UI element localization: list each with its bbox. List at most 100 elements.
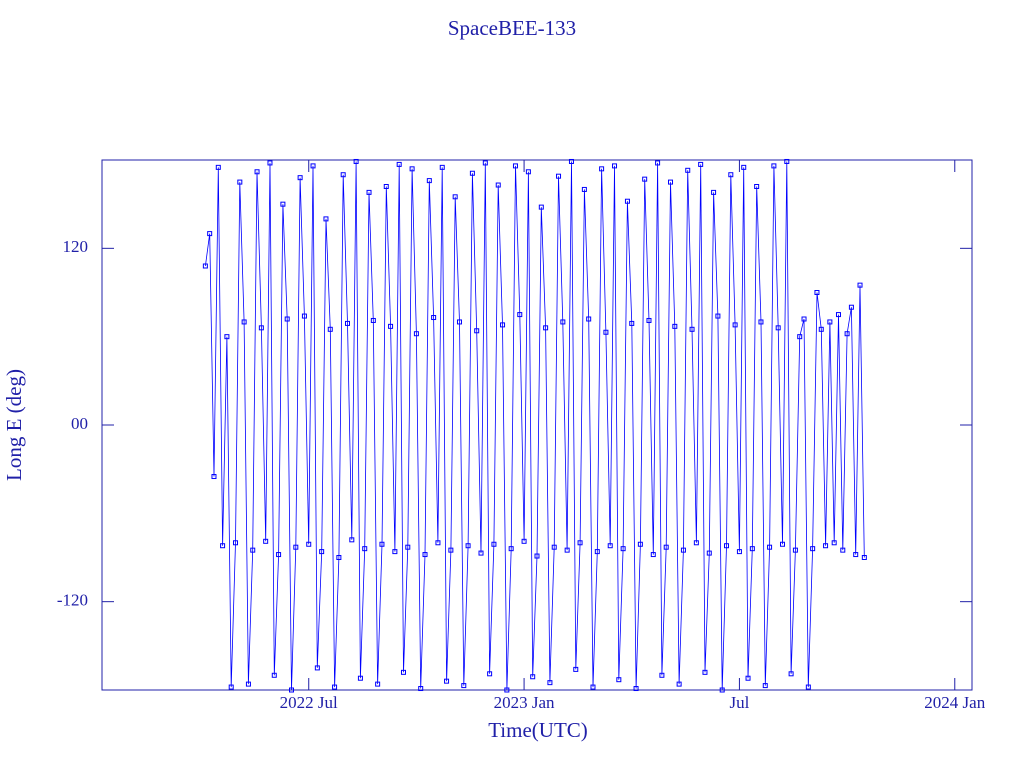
data-marker — [616, 677, 622, 683]
data-marker — [228, 684, 234, 690]
data-marker — [724, 543, 730, 549]
data-marker — [741, 164, 747, 170]
data-marker — [379, 541, 385, 547]
data-marker — [805, 684, 811, 690]
data-marker — [560, 319, 566, 325]
data-line — [205, 161, 865, 691]
data-marker — [456, 319, 462, 325]
data-marker — [207, 231, 213, 237]
data-marker — [413, 331, 419, 337]
data-marker — [349, 537, 355, 543]
data-marker — [754, 184, 760, 189]
data-marker — [211, 474, 217, 480]
data-marker — [844, 331, 850, 337]
x-tick-label: Jul — [730, 693, 750, 712]
data-marker — [672, 323, 678, 329]
data-marker — [835, 312, 841, 318]
data-marker — [586, 316, 592, 322]
data-marker — [233, 540, 239, 546]
data-marker — [711, 189, 717, 195]
data-marker — [534, 553, 540, 559]
data-marker — [444, 678, 450, 684]
y-tick-label: -120 — [57, 591, 88, 610]
data-marker — [431, 315, 437, 321]
data-marker — [577, 540, 583, 546]
data-marker — [831, 540, 837, 546]
data-marker — [271, 672, 277, 678]
data-marker — [659, 672, 665, 678]
data-marker — [478, 550, 484, 556]
data-marker — [547, 680, 553, 686]
data-marker — [370, 317, 376, 323]
data-marker — [426, 178, 432, 184]
data-marker — [538, 204, 544, 210]
data-marker — [680, 547, 686, 553]
data-marker — [500, 322, 506, 328]
data-marker — [254, 169, 260, 175]
data-marker — [224, 334, 230, 340]
data-marker — [728, 172, 734, 178]
x-axis-label: Time(UTC) — [488, 718, 588, 742]
data-marker — [297, 175, 303, 181]
data-marker — [784, 158, 790, 164]
data-marker — [521, 538, 527, 544]
data-marker — [642, 176, 648, 182]
data-marker — [491, 541, 497, 547]
data-marker — [590, 684, 596, 690]
data-marker — [405, 544, 411, 550]
data-marker — [366, 189, 372, 195]
data-marker — [422, 552, 428, 558]
data-marker — [732, 322, 738, 328]
data-marker — [637, 541, 643, 547]
data-marker — [392, 549, 398, 555]
data-marker — [624, 198, 630, 204]
data-marker — [388, 323, 394, 329]
data-marker — [220, 543, 226, 549]
data-marker — [633, 686, 639, 692]
data-marker — [693, 540, 699, 546]
y-tick-label: 00 — [71, 414, 88, 433]
data-marker — [775, 325, 781, 331]
data-marker — [758, 319, 764, 325]
x-tick-label: 2023 Jan — [494, 693, 555, 712]
data-marker — [698, 161, 704, 167]
data-marker — [551, 544, 557, 550]
data-marker — [508, 546, 514, 552]
data-marker — [655, 160, 661, 166]
data-marker — [607, 543, 613, 549]
data-marker — [767, 544, 773, 550]
data-marker — [383, 184, 389, 189]
data-marker — [848, 304, 854, 310]
data-marker — [676, 681, 682, 687]
data-marker — [620, 546, 626, 552]
data-marker — [603, 329, 609, 335]
plot-frame — [101, 159, 973, 691]
data-marker — [814, 290, 820, 295]
data-marker — [745, 675, 751, 681]
data-marker — [263, 538, 269, 544]
data-marker — [818, 326, 824, 332]
data-marker — [280, 201, 286, 207]
data-marker — [323, 216, 329, 222]
data-marker — [362, 546, 368, 552]
data-marker — [504, 687, 510, 693]
data-marker — [663, 544, 669, 550]
data-marker — [289, 687, 295, 693]
data-marker — [719, 687, 725, 693]
data-marker — [543, 325, 549, 331]
data-marker — [861, 555, 867, 560]
data-marker — [668, 179, 674, 185]
data-marker — [301, 313, 307, 319]
data-marker — [418, 686, 424, 692]
data-marker — [435, 540, 441, 546]
data-marker — [284, 316, 290, 322]
data-marker — [439, 164, 445, 170]
data-marker — [594, 549, 600, 555]
data-marker — [487, 671, 493, 677]
data-marker — [469, 170, 475, 176]
chart-title: SpaceBEE-133 — [448, 16, 576, 40]
data-marker — [258, 325, 264, 331]
data-marker — [396, 161, 402, 167]
data-marker — [762, 683, 768, 689]
